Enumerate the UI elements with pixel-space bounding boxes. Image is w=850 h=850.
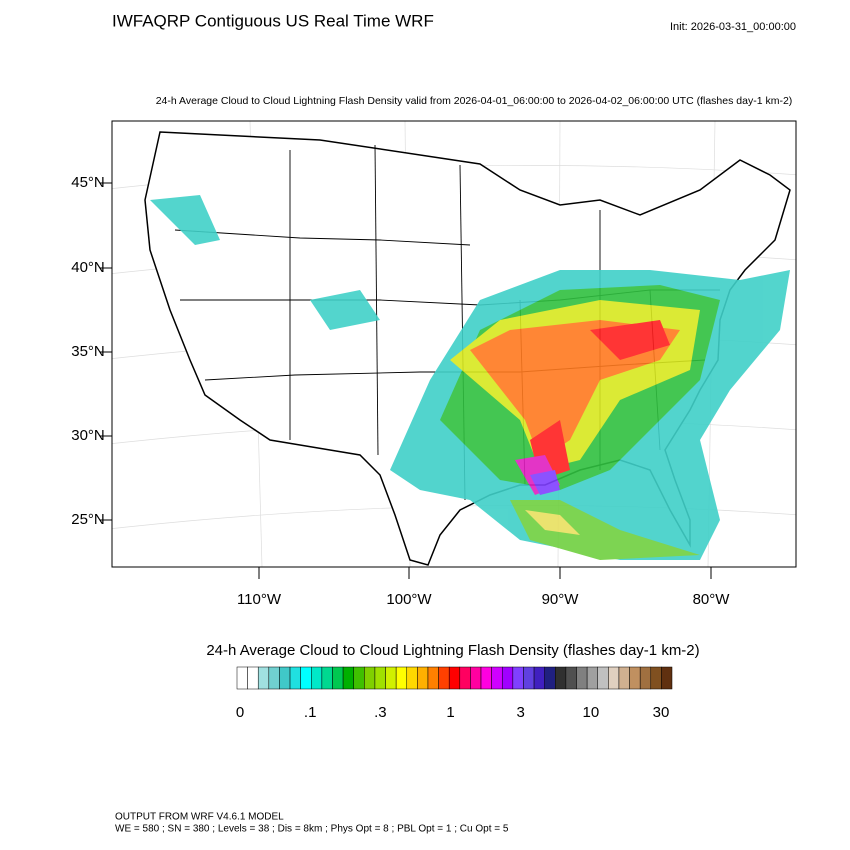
colorbar-swatch	[565, 666, 577, 690]
lon-label: 110°W	[237, 591, 282, 608]
colorbar-swatch	[332, 666, 344, 690]
lat-label: 45°N	[71, 174, 105, 191]
colorbar-swatch	[247, 666, 259, 690]
map-frame	[111, 120, 797, 568]
footer-line: OUTPUT FROM WRF V4.6.1 MODEL	[115, 812, 284, 823]
colorbar-swatch	[533, 666, 545, 690]
colorbar-swatch	[459, 666, 471, 690]
colorbar-swatch	[501, 666, 514, 690]
lat-label: 30°N	[71, 427, 105, 444]
colorbar-swatch	[406, 666, 418, 690]
colorbar-swatch	[470, 666, 482, 690]
colorbar-swatch	[353, 666, 365, 690]
colorbar-swatch	[544, 666, 556, 690]
colorbar-title: 24-h Average Cloud to Cloud Lightning Fl…	[206, 642, 699, 659]
colorbar-swatch	[661, 666, 673, 690]
colorbar-swatch	[586, 666, 598, 690]
colorbar-swatch	[385, 666, 397, 690]
colorbar-label: .1	[304, 704, 317, 721]
colorbar-label: 10	[582, 704, 599, 721]
footer-line: WE = 580 ; SN = 380 ; Levels = 38 ; Dis …	[115, 824, 509, 835]
colorbar-label: 0	[236, 704, 244, 721]
colorbar-swatch	[650, 666, 662, 690]
lon-label: 80°W	[693, 591, 731, 608]
init-time: Init: 2026-03-31_00:00:00	[670, 21, 796, 33]
colorbar-swatch	[523, 666, 535, 690]
colorbar-swatch	[289, 666, 301, 690]
colorbar-swatch	[576, 666, 588, 690]
colorbar-swatch	[427, 666, 439, 690]
colorbar-swatch	[364, 666, 376, 690]
colorbar-swatch	[279, 666, 291, 690]
colorbar-label: 1	[446, 704, 454, 721]
colorbar-label: .3	[374, 704, 387, 721]
colorbar-swatch	[618, 666, 630, 690]
colorbar-swatch	[374, 666, 386, 690]
map-subtitle: 24-h Average Cloud to Cloud Lightning Fl…	[156, 95, 793, 107]
lat-label: 25°N	[71, 511, 105, 528]
colorbar-swatch	[480, 666, 492, 690]
map	[111, 120, 797, 568]
colorbar-swatch	[257, 666, 270, 690]
colorbar-swatch	[512, 666, 524, 690]
colorbar-swatch	[608, 666, 620, 690]
title: IWFAQRP Contiguous US Real Time WRF	[112, 11, 434, 30]
colorbar-label: 30	[653, 704, 670, 721]
colorbar-swatch	[311, 666, 323, 690]
lat-label: 35°N	[71, 343, 105, 360]
colorbar-swatch	[597, 666, 609, 690]
lightning-field	[150, 195, 790, 560]
colorbar-swatch	[236, 666, 248, 690]
colorbar-label: 3	[516, 704, 524, 721]
colorbar-swatch	[268, 666, 280, 690]
colorbar-swatch	[555, 666, 567, 690]
lon-label: 90°W	[542, 591, 580, 608]
colorbar: 0 .1 .3 1 3 10 30	[236, 666, 673, 721]
colorbar-swatch	[417, 666, 429, 690]
colorbar-swatch	[448, 666, 461, 690]
colorbar-swatch	[395, 666, 408, 690]
lat-label: 40°N	[71, 259, 105, 276]
colorbar-swatch	[300, 666, 312, 690]
lon-label: 100°W	[386, 591, 432, 608]
colorbar-swatch	[438, 666, 450, 690]
colorbar-swatch	[342, 666, 354, 690]
colorbar-swatch	[321, 666, 333, 690]
colorbar-swatch	[491, 666, 503, 690]
colorbar-swatch	[629, 666, 641, 690]
colorbar-swatch	[639, 666, 652, 690]
